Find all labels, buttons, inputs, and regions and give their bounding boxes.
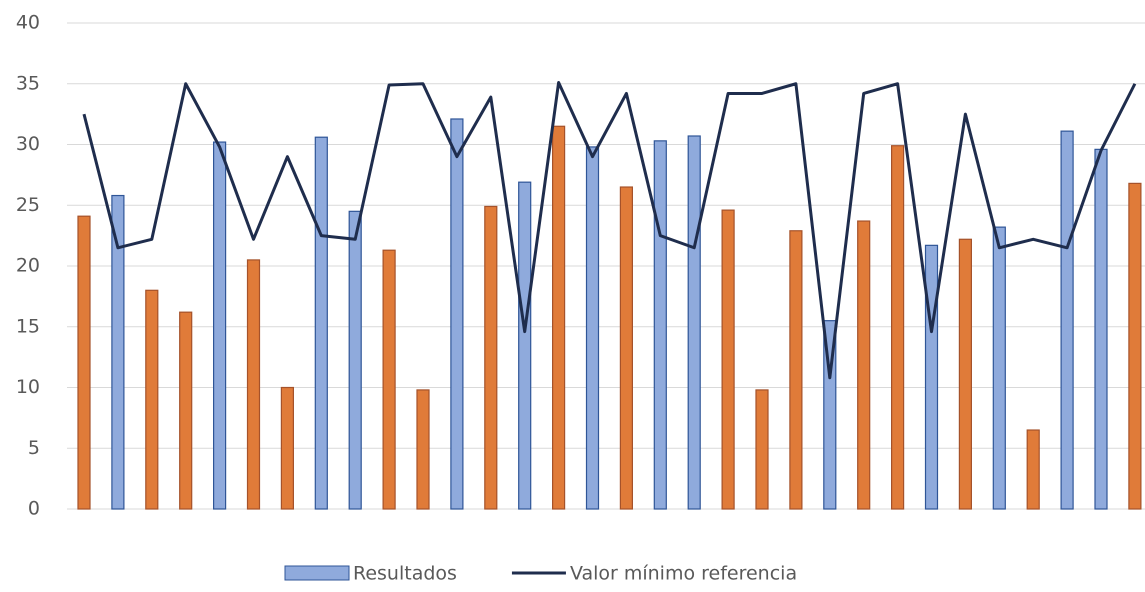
bar	[585, 146, 600, 510]
bar	[789, 230, 803, 510]
bar	[518, 181, 532, 510]
bar	[213, 141, 227, 510]
bar	[755, 389, 769, 510]
bar	[619, 186, 634, 510]
bar	[857, 220, 871, 510]
y-tick-label: 5	[28, 437, 40, 459]
bar	[416, 389, 430, 510]
legend-label: Resultados	[353, 563, 457, 585]
bar	[111, 194, 125, 510]
bar	[280, 386, 294, 510]
bar	[77, 215, 91, 510]
bar	[1026, 429, 1040, 510]
bar	[992, 226, 1006, 510]
bar	[314, 136, 328, 510]
bar	[145, 289, 159, 510]
y-tick-label: 15	[16, 315, 40, 337]
y-tick-label: 10	[16, 376, 40, 398]
legend-swatch	[284, 565, 350, 581]
bar	[924, 244, 939, 510]
y-tick-label: 25	[16, 194, 40, 216]
y-tick-label: 35	[16, 72, 40, 94]
bar	[382, 249, 396, 510]
bar	[348, 210, 362, 510]
y-tick-label: 20	[16, 255, 40, 277]
bar	[551, 125, 566, 510]
bar	[246, 259, 261, 510]
y-tick-label: 0	[28, 498, 40, 520]
bar	[1128, 182, 1142, 510]
bar	[1060, 130, 1074, 510]
bar	[653, 140, 667, 510]
line	[82, 81, 1137, 380]
bar	[1094, 148, 1108, 510]
bar	[721, 209, 735, 510]
bar	[890, 145, 905, 510]
legend-label: Valor mínimo referencia	[570, 563, 797, 585]
y-tick-label: 40	[16, 12, 40, 34]
bar	[958, 238, 973, 510]
bar	[484, 205, 498, 510]
bar	[687, 135, 701, 510]
bar	[179, 311, 193, 510]
bar	[823, 320, 837, 510]
y-tick-label: 30	[16, 133, 40, 155]
bar	[450, 118, 464, 510]
